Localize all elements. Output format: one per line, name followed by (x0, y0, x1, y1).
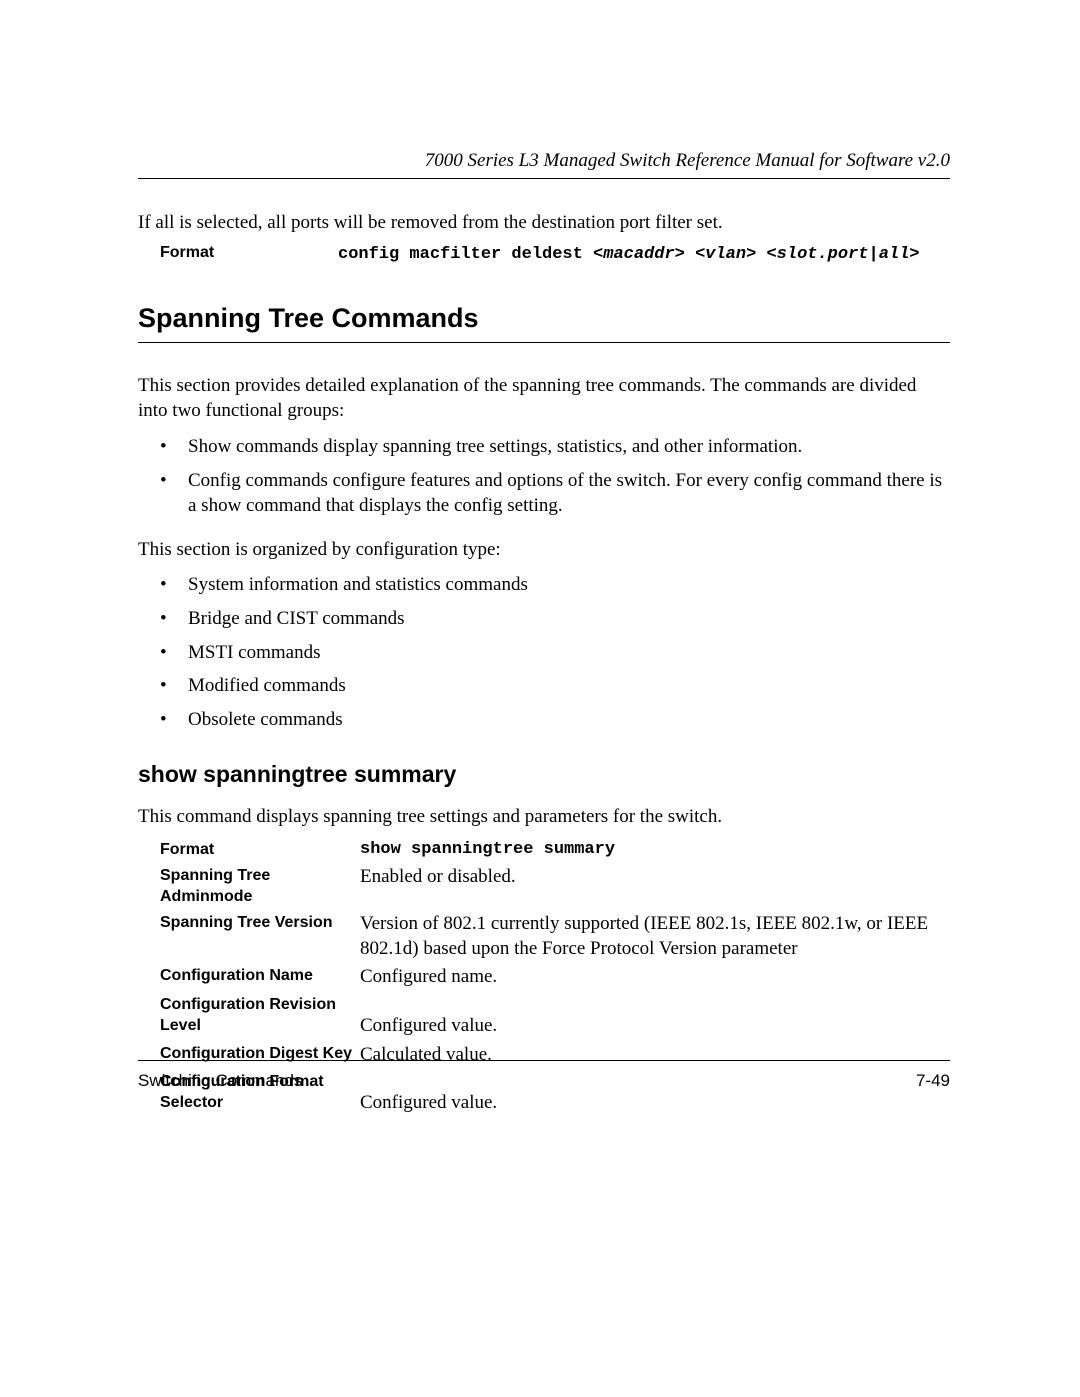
section-para-2: This section is organized by configurati… (138, 537, 950, 563)
def-term: Configuration Revision Level (160, 994, 360, 1037)
def-term: Configuration Name (160, 965, 360, 987)
document-page: 7000 Series L3 Managed Switch Reference … (0, 0, 1080, 1397)
list-item: MSTI commands (138, 640, 950, 666)
footer-rule (138, 1060, 950, 1061)
list-item: Modified commands (138, 673, 950, 699)
def-row-format: Format show spanningtree summary (160, 839, 950, 861)
list-item: System information and statistics comman… (138, 572, 950, 598)
intro-paragraph: If all is selected, all ports will be re… (138, 211, 950, 236)
def-value: Version of 802.1 currently supported (IE… (360, 912, 950, 961)
section-rule (138, 342, 950, 343)
footer-left: Switching Commands (138, 1071, 302, 1091)
def-term: Spanning Tree Adminmode (160, 865, 360, 908)
def-row-configname: Configuration Name Configured name. (160, 965, 950, 990)
footer-right: 7-49 (916, 1071, 950, 1091)
footer-line: Switching Commands 7-49 (138, 1071, 950, 1091)
format-block: Format config macfilter deldest <macaddr… (138, 244, 950, 267)
def-term: Format (160, 839, 360, 861)
list-item: Obsolete commands (138, 707, 950, 733)
def-value: Configured name. (360, 965, 950, 990)
def-row-revision: Configuration Revision Level Configured … (160, 994, 950, 1039)
format-code-cmd: config macfilter deldest (338, 245, 593, 264)
def-term: Spanning Tree Version (160, 912, 360, 934)
bullet-list-2: System information and statistics comman… (138, 572, 950, 732)
format-code-args: <macaddr> <vlan> <slot.port|all> (593, 245, 919, 264)
running-header: 7000 Series L3 Managed Switch Reference … (138, 150, 950, 172)
list-item: Config commands configure features and o… (138, 468, 950, 519)
list-item: Bridge and CIST commands (138, 606, 950, 632)
subsection-heading: show spanningtree summary (138, 761, 950, 788)
subsection-para: This command displays spanning tree sett… (138, 804, 950, 830)
list-item: Show commands display spanning tree sett… (138, 434, 950, 460)
bullet-list-1: Show commands display spanning tree sett… (138, 434, 950, 519)
section-para-1: This section provides detailed explanati… (138, 373, 950, 424)
page-footer: Switching Commands 7-49 (138, 1060, 950, 1091)
format-code: config macfilter deldest <macaddr> <vlan… (338, 244, 920, 267)
def-value: Enabled or disabled. (360, 865, 950, 890)
def-row-adminmode: Spanning Tree Adminmode Enabled or disab… (160, 865, 950, 908)
format-label: Format (160, 244, 338, 262)
header-rule (138, 178, 950, 179)
def-row-version: Spanning Tree Version Version of 802.1 c… (160, 912, 950, 961)
def-value: show spanningtree summary (360, 839, 950, 861)
def-value: Configured value. (360, 994, 950, 1039)
section-heading: Spanning Tree Commands (138, 303, 950, 334)
